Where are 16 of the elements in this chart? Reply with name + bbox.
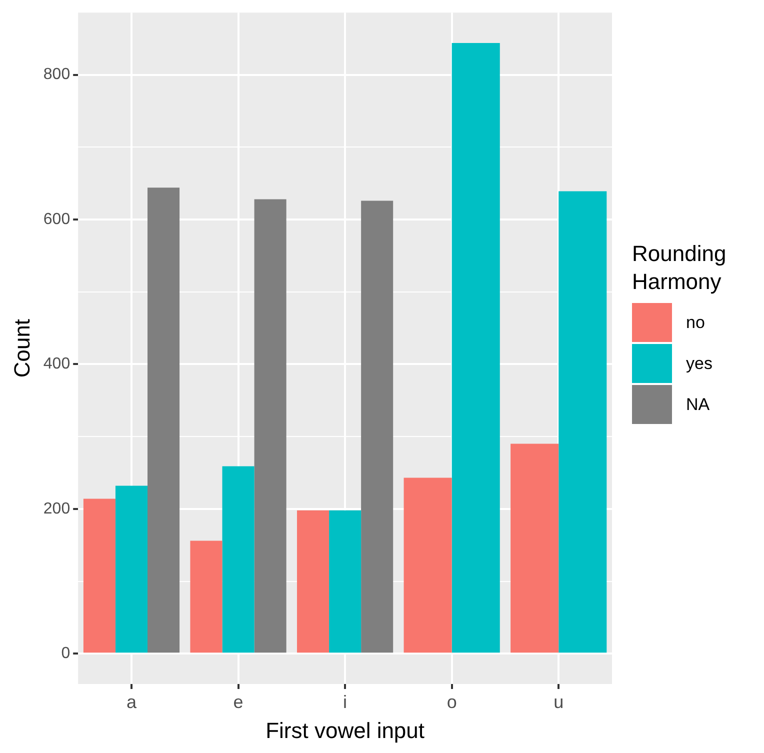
y-tick-label: 600 (43, 210, 70, 228)
legend-label: NA (686, 394, 710, 414)
x-axis-title: First vowel input (266, 718, 425, 743)
legend-label: no (686, 312, 705, 332)
y-tick-label: 400 (43, 356, 70, 373)
x-tick-label: i (343, 692, 348, 712)
x-tick-label: o (446, 692, 457, 712)
y-tick-label: 200 (43, 500, 70, 518)
legend-title: Rounding Harmony (632, 240, 728, 296)
x-tick-label: a (126, 692, 138, 712)
x-tick-label: u (554, 692, 564, 712)
legend-label: yes (686, 354, 712, 374)
y-tick-label: 0 (61, 645, 70, 662)
y-axis-title: Count (9, 318, 34, 378)
x-tick-label: e (233, 692, 244, 712)
y-tick-label: 800 (43, 66, 70, 84)
